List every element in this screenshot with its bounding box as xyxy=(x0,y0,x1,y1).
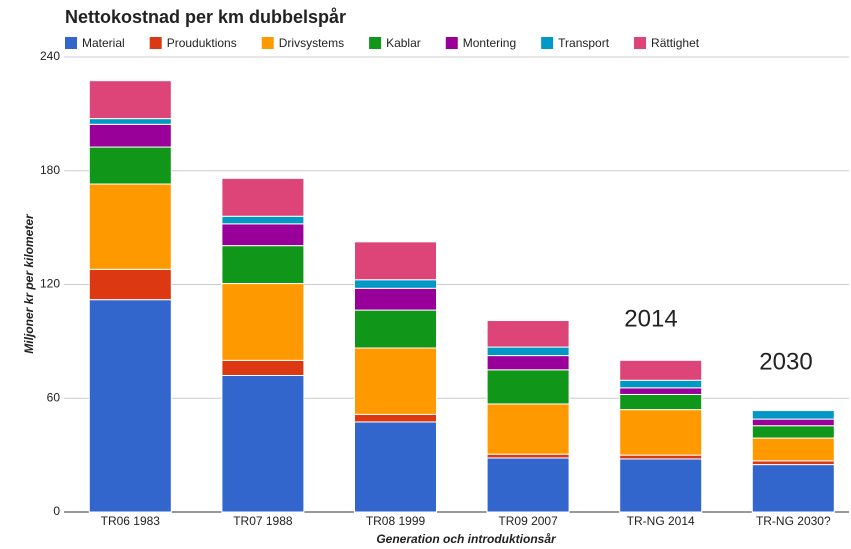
legend-swatch xyxy=(149,37,162,49)
bar-segment xyxy=(221,215,305,225)
bar-segment xyxy=(619,387,703,395)
legend-label: Montering xyxy=(463,36,516,50)
legend-swatch xyxy=(65,37,77,49)
bar-segment xyxy=(88,146,172,185)
bar-segment xyxy=(751,418,835,427)
y-tick-label: 60 xyxy=(47,390,61,404)
legend-swatch xyxy=(445,37,458,49)
y-tick-label: 120 xyxy=(40,277,60,291)
bar-segment xyxy=(751,464,835,513)
bar-segment xyxy=(354,241,437,281)
bar-segment xyxy=(221,223,305,247)
bar-segment xyxy=(354,347,437,415)
bar-segment xyxy=(751,425,835,439)
bar-segment xyxy=(619,409,703,456)
x-tick-label: TR09 2007 xyxy=(498,514,558,528)
bar-segment xyxy=(619,458,703,513)
legend-swatch xyxy=(261,37,274,49)
bar-segment xyxy=(486,457,570,513)
bar-segment xyxy=(88,268,172,301)
y-axis-label: Miljoner kr per kilometer xyxy=(22,213,36,354)
x-tick-label: TR07 1988 xyxy=(233,514,293,528)
legend-swatch xyxy=(369,37,382,49)
x-tick-label: TR08 1999 xyxy=(366,514,426,528)
annotation: 2030 xyxy=(759,348,812,375)
bar-segment xyxy=(486,320,570,348)
bar-segment xyxy=(88,299,172,513)
bar-segment xyxy=(221,245,305,285)
bar-segment xyxy=(354,413,437,423)
bar-segment xyxy=(486,355,570,371)
bar-segment xyxy=(88,80,172,120)
bar-segment xyxy=(751,437,835,462)
x-axis-label: Generation och introduktionsår xyxy=(376,532,557,546)
x-tick-label: TR-NG 2014 xyxy=(627,514,695,528)
bar-segment xyxy=(354,287,437,311)
bar-segment xyxy=(221,177,305,217)
legend-swatch xyxy=(541,37,554,49)
x-tick-label: TR-NG 2030? xyxy=(756,514,831,528)
bar-segment xyxy=(486,453,570,459)
bar-segment xyxy=(221,283,305,361)
y-tick-label: 180 xyxy=(40,163,60,177)
legend-label: Prouduktions xyxy=(167,36,237,50)
bar-segment xyxy=(354,309,437,349)
bar-segment xyxy=(486,403,570,455)
bar-segment xyxy=(221,375,305,513)
legend-label: Material xyxy=(82,36,125,50)
legend-swatch xyxy=(634,37,647,49)
legend-label: Rättighet xyxy=(651,36,700,50)
bar-segment xyxy=(619,359,703,381)
bar-segment xyxy=(486,369,570,405)
bar-segment xyxy=(354,279,437,289)
bar-segment xyxy=(88,183,172,270)
chart-title: Nettokostnad per km dubbelspår xyxy=(65,7,346,27)
legend-label: Kablar xyxy=(386,36,421,50)
y-tick-label: 240 xyxy=(40,49,60,63)
bar-segment xyxy=(619,454,703,460)
legend-label: Drivsystems xyxy=(279,36,344,50)
legend-label: Transport xyxy=(558,36,610,50)
bar-segment xyxy=(751,460,835,466)
bar-segment xyxy=(619,379,703,389)
x-tick-label: TR06 1983 xyxy=(101,514,161,528)
bar-segment xyxy=(354,421,437,513)
bar-segment xyxy=(88,123,172,148)
bar-segment xyxy=(221,359,305,377)
y-tick-label: 0 xyxy=(53,504,60,518)
annotation: 2014 xyxy=(624,305,677,332)
bar-segment xyxy=(88,118,172,125)
bar-segment xyxy=(751,410,835,420)
bar-segment xyxy=(619,393,703,411)
bar-segment xyxy=(486,346,570,357)
